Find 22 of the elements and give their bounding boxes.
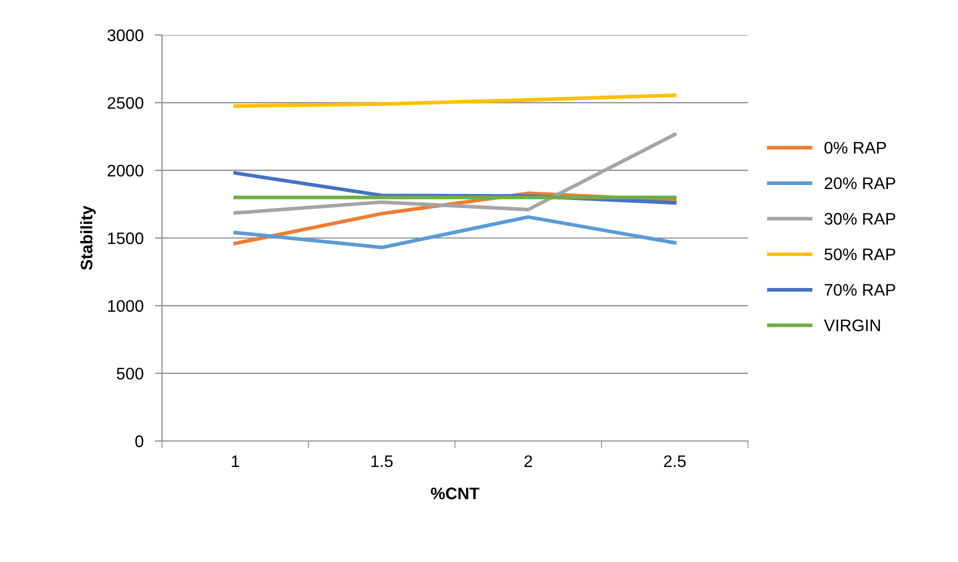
legend-label: 30% RAP xyxy=(824,212,896,225)
y-axis-title: Stability xyxy=(80,206,96,270)
y-tick-label: 3000 xyxy=(108,29,144,42)
x-tick-label: 1 xyxy=(232,456,240,467)
x-tick-label: 1.5 xyxy=(371,456,393,468)
legend-label: 20% RAP xyxy=(824,177,896,190)
line-series xyxy=(233,215,677,250)
legend-label: 50% RAP xyxy=(824,248,896,260)
y-tick-label: 500 xyxy=(116,368,144,380)
y-tick-label: 2000 xyxy=(108,164,144,177)
y-tick-label: 1000 xyxy=(108,300,144,312)
y-tick-label: 2500 xyxy=(108,97,144,109)
legend-label: 0% RAP xyxy=(824,142,886,154)
y-tick-label: 1500 xyxy=(108,232,144,244)
x-axis-title: %CNT xyxy=(430,488,480,500)
x-tick-label: 2.5 xyxy=(664,455,686,468)
line-series xyxy=(233,132,677,215)
x-tick-label: 2 xyxy=(524,455,532,467)
line-series xyxy=(233,93,677,108)
legend-label: VIRGIN xyxy=(824,320,880,332)
legend-label: 70% RAP xyxy=(824,284,896,296)
y-tick-label: 0 xyxy=(135,435,144,448)
